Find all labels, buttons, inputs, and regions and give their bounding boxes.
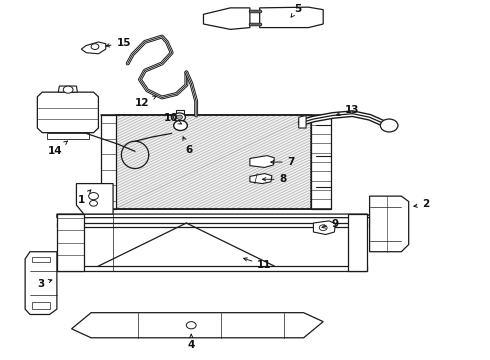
Text: 14: 14 bbox=[48, 141, 68, 156]
Text: 10: 10 bbox=[164, 113, 182, 124]
Text: 6: 6 bbox=[183, 137, 193, 154]
Polygon shape bbox=[250, 156, 274, 167]
Polygon shape bbox=[57, 214, 84, 271]
Polygon shape bbox=[32, 257, 49, 262]
Polygon shape bbox=[203, 8, 250, 30]
Polygon shape bbox=[72, 313, 323, 338]
Circle shape bbox=[91, 44, 99, 49]
Polygon shape bbox=[299, 116, 306, 128]
Text: 15: 15 bbox=[106, 38, 131, 48]
Circle shape bbox=[90, 201, 98, 206]
Text: 3: 3 bbox=[37, 279, 52, 289]
Circle shape bbox=[63, 86, 73, 93]
Polygon shape bbox=[260, 7, 323, 28]
Text: 4: 4 bbox=[188, 334, 195, 350]
Text: 1: 1 bbox=[78, 190, 91, 205]
Polygon shape bbox=[101, 116, 116, 209]
Polygon shape bbox=[58, 86, 77, 92]
Text: 5: 5 bbox=[291, 4, 301, 17]
Circle shape bbox=[186, 321, 196, 329]
Text: 9: 9 bbox=[322, 219, 339, 229]
Polygon shape bbox=[37, 92, 98, 133]
Text: 11: 11 bbox=[244, 258, 272, 270]
Circle shape bbox=[89, 193, 98, 200]
Polygon shape bbox=[175, 110, 184, 115]
Polygon shape bbox=[32, 302, 49, 309]
Polygon shape bbox=[369, 196, 409, 252]
Text: 2: 2 bbox=[414, 199, 429, 210]
Polygon shape bbox=[314, 221, 335, 234]
Polygon shape bbox=[347, 214, 367, 271]
Polygon shape bbox=[57, 223, 367, 226]
Polygon shape bbox=[81, 42, 106, 54]
Polygon shape bbox=[47, 133, 89, 139]
Polygon shape bbox=[116, 116, 311, 209]
Polygon shape bbox=[57, 214, 372, 218]
Circle shape bbox=[319, 225, 327, 230]
Text: 8: 8 bbox=[263, 174, 287, 184]
Polygon shape bbox=[311, 116, 331, 209]
Text: 13: 13 bbox=[337, 105, 360, 116]
Polygon shape bbox=[76, 184, 113, 214]
Polygon shape bbox=[178, 120, 183, 123]
Polygon shape bbox=[250, 174, 272, 184]
Circle shape bbox=[173, 121, 187, 131]
Text: 12: 12 bbox=[135, 96, 156, 108]
Circle shape bbox=[380, 119, 398, 132]
Polygon shape bbox=[57, 266, 367, 271]
Text: 7: 7 bbox=[271, 157, 295, 167]
Circle shape bbox=[176, 115, 182, 120]
Polygon shape bbox=[25, 252, 57, 315]
Circle shape bbox=[173, 113, 185, 122]
